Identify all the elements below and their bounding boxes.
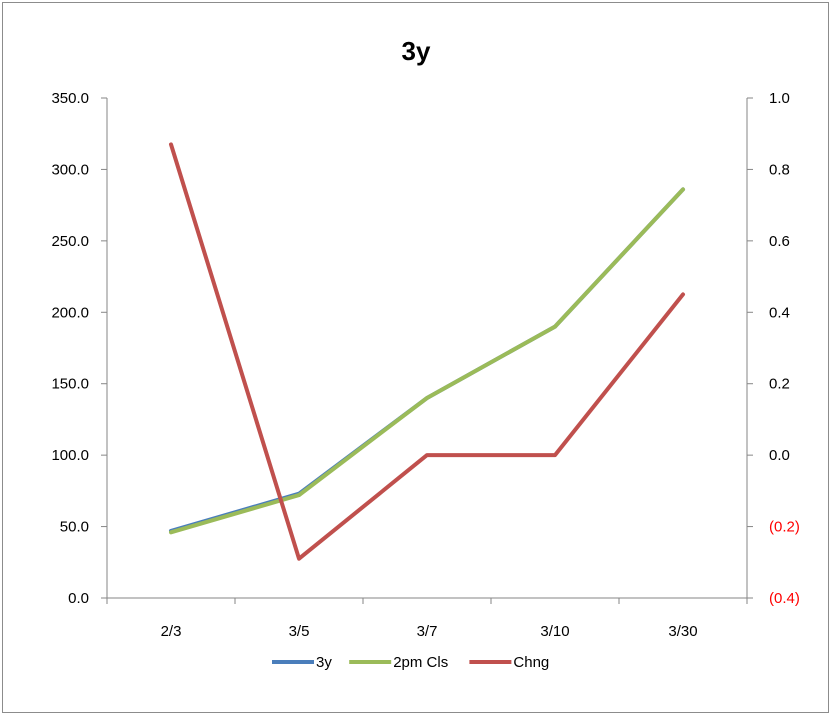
x-tick-label: 3/30 — [668, 623, 697, 640]
legend-label: 3y — [316, 654, 332, 671]
right-tick-label: 0.2 — [769, 376, 790, 393]
series-line — [169, 187, 685, 533]
axes: 0.0 50.0 100.0 150.0 200.0 250.0 300.0 350.0 (0.… — [51, 90, 799, 640]
left-tick-label: 250.0 — [51, 233, 89, 250]
x-tick-label: 3/10 — [540, 623, 569, 640]
series-line — [169, 187, 685, 535]
x-tick-label: 3/5 — [289, 623, 310, 640]
right-tick-label: 0.8 — [769, 161, 790, 178]
right-tick-label: (0.2) — [769, 519, 800, 536]
x-tick-label: 2/3 — [161, 623, 182, 640]
right-tick-label: (0.4) — [769, 590, 800, 607]
legend: 3y 2pm Cls Chng — [272, 654, 549, 671]
right-tick-label: 0.4 — [769, 304, 790, 321]
left-tick-label: 350.0 — [51, 90, 89, 107]
chart-title: 3y — [402, 36, 431, 66]
left-tick-label: 150.0 — [51, 376, 89, 393]
left-tick-label: 100.0 — [51, 447, 89, 464]
right-tick-label: 1.0 — [769, 90, 790, 107]
legend-label: Chng — [513, 654, 549, 671]
series-line — [169, 142, 685, 561]
legend-label: 2pm Cls — [393, 654, 448, 671]
left-tick-label: 50.0 — [60, 519, 89, 536]
left-tick-label: 0.0 — [68, 590, 89, 607]
left-tick-label: 300.0 — [51, 161, 89, 178]
x-tick-label: 3/7 — [417, 623, 438, 640]
series-layer — [169, 142, 685, 561]
right-tick-label: 0.6 — [769, 233, 790, 250]
right-tick-label: 0.0 — [769, 447, 790, 464]
left-tick-label: 200.0 — [51, 304, 89, 321]
